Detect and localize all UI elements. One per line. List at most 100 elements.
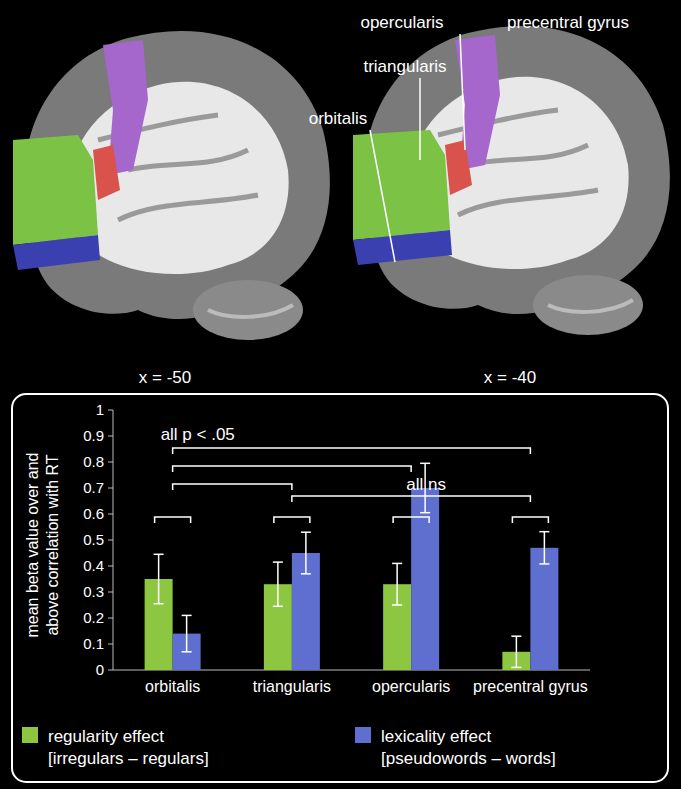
- cerebellum: [193, 280, 303, 340]
- legend-label: lexicality effect [pseudowords – words]: [381, 727, 556, 768]
- cerebellum: [533, 275, 643, 335]
- bracket: [274, 517, 310, 523]
- y-tick: [108, 540, 113, 541]
- error-cap: [273, 561, 283, 563]
- error-bar: [392, 563, 402, 605]
- legend-swatch: [22, 727, 38, 743]
- legend-line: [pseudowords – words]: [381, 749, 556, 768]
- error-stem: [158, 554, 160, 603]
- x-tick-label: triangularis: [253, 678, 331, 695]
- legend-line: lexicality effect: [381, 727, 492, 746]
- error-cap: [182, 615, 192, 617]
- y-tick: [108, 592, 113, 593]
- y-tick-label: 0.9: [83, 427, 104, 444]
- error-bar: [301, 532, 311, 574]
- error-cap: [420, 463, 430, 465]
- leader-line: [419, 78, 421, 160]
- y-label-line: mean beta value over and: [24, 452, 41, 637]
- error-cap: [182, 651, 192, 653]
- brain-slice: [353, 26, 670, 335]
- region-triangularis: [353, 130, 450, 240]
- bracket: [292, 496, 531, 502]
- y-tick-label: 0.2: [83, 609, 104, 626]
- y-tick-label: 0.7: [83, 479, 104, 496]
- bar: [530, 548, 558, 670]
- error-cap: [301, 531, 311, 533]
- error-cap: [301, 573, 311, 575]
- y-tick: [108, 566, 113, 567]
- y-tick-label: 0.1: [83, 635, 104, 652]
- region-label: precentral gyrus: [507, 13, 629, 32]
- region-triangularis: [13, 135, 98, 245]
- region-orbitalis: [353, 230, 452, 265]
- y-tick: [108, 436, 113, 437]
- annotation: all ns: [406, 475, 446, 494]
- region-label: opercularis: [360, 13, 443, 32]
- error-cap: [154, 603, 164, 605]
- error-cap: [511, 667, 521, 669]
- y-tick-label: 0: [96, 661, 104, 678]
- region-orbitalis: [13, 235, 100, 270]
- bracket: [173, 448, 531, 454]
- error-cap: [511, 635, 521, 637]
- error-stem: [396, 563, 398, 605]
- bracket: [393, 517, 429, 523]
- y-tick-label: 0.3: [83, 583, 104, 600]
- error-cap: [392, 604, 402, 606]
- legend-item: lexicality effect [pseudowords – words]: [355, 727, 556, 768]
- slice-label: x = -40: [484, 368, 536, 387]
- y-tick: [108, 462, 113, 463]
- legend-label: regularity effect [irregulars – regulars]: [48, 727, 209, 768]
- cerebellum-folia: [208, 305, 293, 317]
- error-stem: [186, 615, 188, 651]
- error-cap: [539, 531, 549, 533]
- y-tick: [108, 410, 113, 411]
- legend-swatch: [355, 727, 371, 743]
- error-stem: [516, 636, 518, 667]
- region-label: triangularis: [363, 57, 446, 76]
- region-opercularis: [93, 145, 120, 200]
- y-tick-label: 1: [96, 401, 104, 418]
- x-tick-label: orbitalis: [145, 678, 200, 695]
- region-opercularis: [445, 140, 472, 195]
- sulci: [438, 110, 598, 215]
- leader-line: [460, 34, 465, 150]
- bracket: [512, 517, 548, 523]
- y-tick-label: 0.5: [83, 531, 104, 548]
- white-matter: [68, 82, 289, 274]
- y-tick-label: 0.8: [83, 453, 104, 470]
- bracket: [173, 484, 292, 490]
- error-stem: [544, 532, 546, 564]
- error-bar: [182, 615, 192, 651]
- y-label-line: above correlation with RT: [44, 454, 61, 635]
- error-cap: [420, 512, 430, 514]
- error-cap: [392, 563, 402, 565]
- panel-frame: [12, 394, 668, 782]
- error-bar: [273, 562, 283, 606]
- y-tick: [108, 514, 113, 515]
- brain-slice: [13, 31, 330, 340]
- y-tick-label: 0.6: [83, 505, 104, 522]
- x-tick-label: precentral gyrus: [473, 678, 588, 695]
- slice-label: x = -50: [139, 368, 191, 387]
- annotation: all p < .05: [161, 425, 235, 444]
- leader-line: [370, 130, 395, 262]
- error-cap: [273, 606, 283, 608]
- bar: [411, 488, 439, 670]
- error-cap: [154, 554, 164, 556]
- cerebellum-folia: [548, 300, 633, 312]
- background: [0, 0, 681, 789]
- error-stem: [277, 562, 279, 606]
- legend-item: regularity effect [irregulars – regulars]: [22, 727, 209, 768]
- error-cap: [539, 563, 549, 565]
- error-bar: [154, 554, 164, 603]
- error-bar: [539, 532, 549, 564]
- legend-line: regularity effect: [48, 727, 164, 746]
- y-tick: [108, 644, 113, 645]
- region-label: orbitalis: [309, 109, 368, 128]
- bars: [145, 463, 559, 670]
- x-tick-label: opercularis: [372, 678, 450, 695]
- figure: x = -50 x = -40 opercularis precentral gyru…: [0, 0, 681, 789]
- legend-line: [irregulars – regulars]: [48, 749, 209, 768]
- y-tick: [108, 618, 113, 619]
